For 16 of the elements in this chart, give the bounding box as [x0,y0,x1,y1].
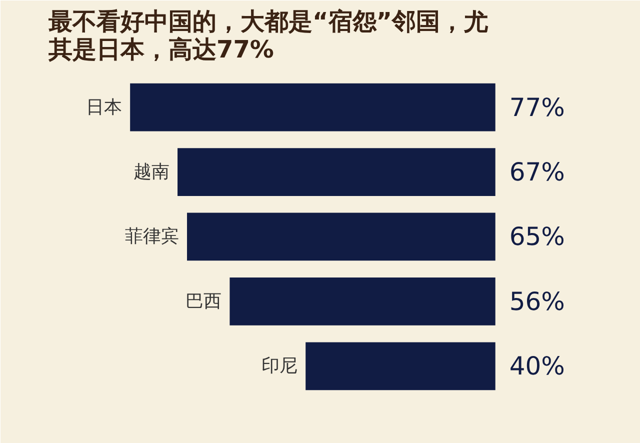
bar [178,148,496,196]
y-tick-label: 日本 [86,96,122,118]
bar [306,342,496,390]
data-label: 56% [509,286,565,316]
data-label: 67% [509,158,565,187]
bar [187,212,496,261]
chart-title: 最不看好中国的，大都是“宿怨”邻国，尤其是日本，高达77% [48,8,490,64]
y-tick-label: 越南 [134,162,170,183]
bar [130,83,496,132]
bar [230,278,496,326]
data-label: 40% [509,352,565,381]
y-tick-label: 巴西 [186,290,222,312]
y-tick-label: 印尼 [262,356,298,377]
data-label: 77% [509,92,565,122]
y-tick-label: 菲律宾 [125,226,180,248]
data-label: 65% [509,222,565,252]
